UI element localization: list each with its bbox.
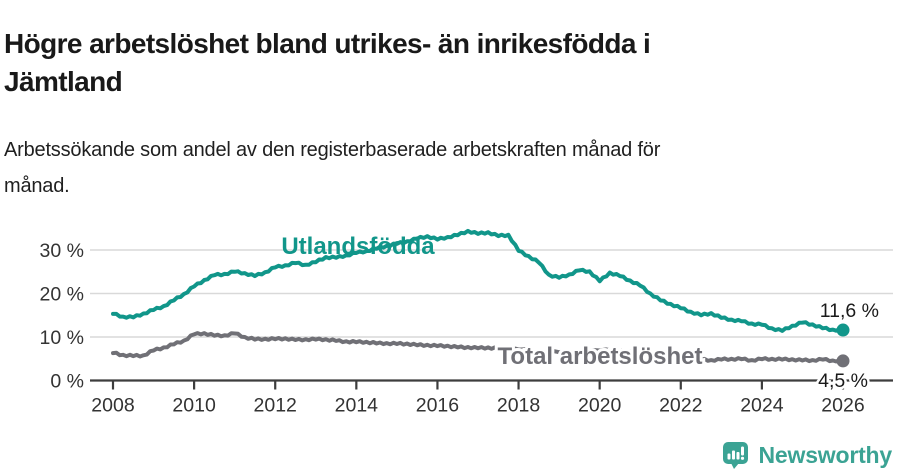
x-tick-label-2020: 2020 [578, 395, 622, 417]
line-chart: 0 % 10 % 20 % 30 % 2008 2010 2012 2014 2016 2018 2… [0, 208, 900, 422]
x-tick-label-2014: 2014 [335, 395, 379, 417]
chart-subtitle: Arbetssökande som andel av den registerb… [4, 132, 844, 204]
x-tick-label-2022: 2022 [659, 395, 702, 417]
utlandsfodda-line [111, 228, 845, 333]
page-title: Högre arbetslöshet bland utrikes- än inr… [4, 25, 864, 101]
utlandsfodda-end-dot [836, 323, 850, 337]
footer-brand-name: Newsworthy [758, 441, 893, 468]
chart-subtitle-line-2: månad. [4, 175, 70, 197]
y-tick-label-10: 10 % [40, 327, 84, 349]
footer-brand-link[interactable]: Newsworthy [721, 440, 892, 470]
newsworthy-logo-icon [722, 442, 748, 469]
unemployment-chart-svg: 0 % 10 % 20 % 30 % 2008 2010 2012 2014 2016 2018 2… [40, 228, 893, 417]
x-tick-label-2024: 2024 [740, 395, 784, 417]
total-end-dot [836, 354, 850, 368]
x-tick-label-2026: 2026 [821, 395, 864, 417]
x-tick-label-2016: 2016 [416, 395, 459, 417]
end-value-label-utlandsfodda: 11,6 % [820, 300, 879, 322]
page-title-line-1: Högre arbetslöshet bland utrikes- än inr… [4, 27, 651, 59]
x-tick-label-2012: 2012 [254, 395, 297, 417]
x-tick-label-2018: 2018 [497, 395, 540, 417]
series-label-total: Total arbetslöshet [498, 343, 703, 370]
page-title-line-2: Jämtland [4, 65, 123, 97]
total-line [111, 331, 845, 364]
series-label-utlandsfodda: Utlandsfödda [281, 233, 435, 260]
chart-subtitle-line-1: Arbetssökande som andel av den registerb… [4, 139, 661, 161]
end-value-label-total: 4,5 % [818, 370, 868, 392]
y-tick-label-20: 20 % [40, 284, 84, 306]
y-tick-label-0: 0 % [50, 371, 84, 393]
x-tick-label-2010: 2010 [172, 395, 216, 417]
x-tick-label-2008: 2008 [91, 395, 134, 417]
y-tick-label-30: 30 % [40, 240, 84, 262]
